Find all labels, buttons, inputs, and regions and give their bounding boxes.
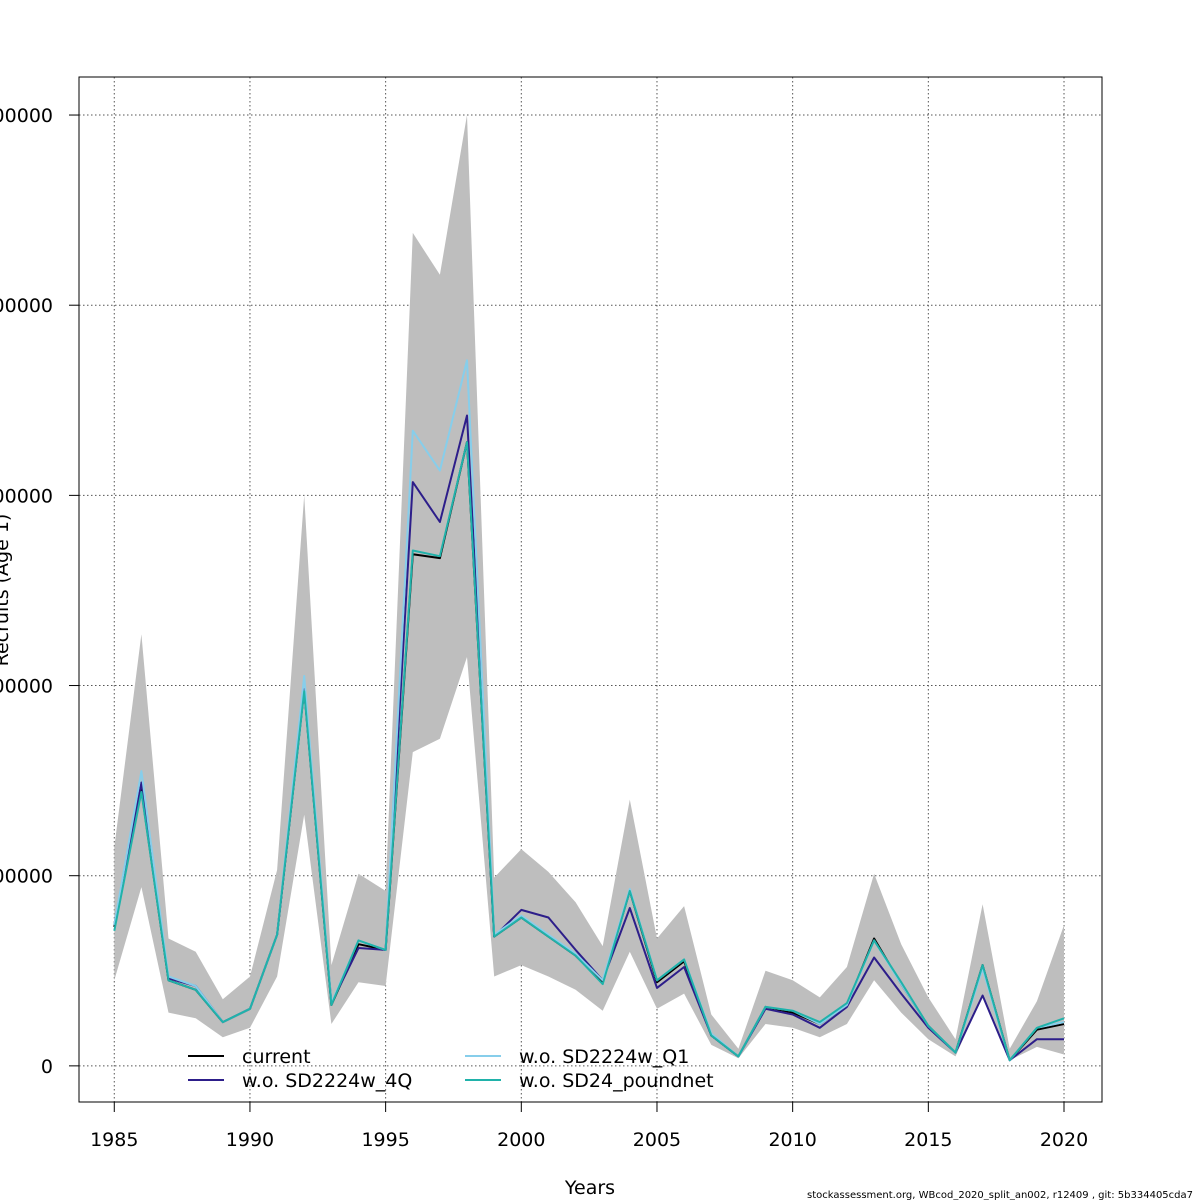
x-tick-label: 1985 — [90, 1129, 138, 1151]
gridlines — [79, 77, 1102, 1102]
confidence-band — [114, 115, 1065, 1061]
series-lines-layer — [113, 359, 1065, 1062]
x-axis-title: Years — [564, 1177, 615, 1199]
confidence-band-layer — [114, 115, 1065, 1061]
x-tick-label: 2005 — [633, 1129, 681, 1151]
y-tick-label: 100000 — [0, 866, 53, 888]
y-tick-label: 300000 — [0, 485, 53, 507]
y-tick-label: 0 — [41, 1056, 53, 1078]
legend-label: w.o. SD24_poundnet — [519, 1070, 714, 1092]
x-tick-label: 1995 — [361, 1129, 409, 1151]
x-tick-label: 2020 — [1040, 1129, 1088, 1151]
y-tick-label: 400000 — [0, 295, 53, 317]
footer-credit: stockassessment.org, WBcod_2020_split_an… — [807, 1190, 1193, 1200]
legend-entry-0: current — [188, 1046, 311, 1068]
x-tick-label: 2010 — [768, 1129, 816, 1151]
y-tick-label: 500000 — [0, 105, 53, 127]
legend-label: w.o. SD2224w_4Q — [242, 1070, 412, 1092]
legend-label: w.o. SD2224w_Q1 — [519, 1046, 689, 1068]
legend-entry-3: w.o. SD24_poundnet — [465, 1070, 714, 1092]
legend-label: current — [242, 1046, 311, 1068]
series-line-3 — [113, 441, 1065, 1062]
x-axis: 1985 1990 1995 2000 2005 2010 2015 2020 — [90, 1101, 1088, 1151]
y-axis-title: Recruits (Age 1) — [0, 514, 13, 667]
x-tick-label: 1990 — [226, 1129, 274, 1151]
legend-entry-1: w.o. SD2224w_4Q — [188, 1070, 412, 1092]
legend-entry-2: w.o. SD2224w_Q1 — [465, 1046, 689, 1068]
x-tick-label: 2015 — [904, 1129, 952, 1151]
x-tick-label: 2000 — [497, 1129, 545, 1151]
